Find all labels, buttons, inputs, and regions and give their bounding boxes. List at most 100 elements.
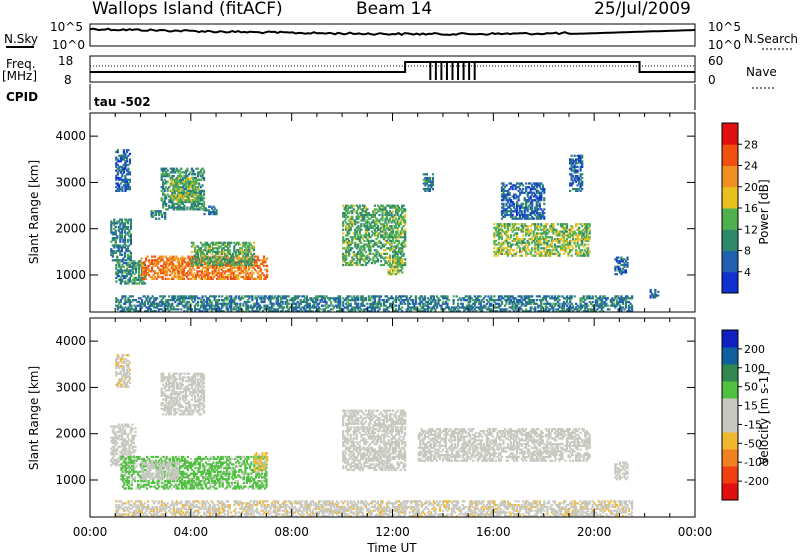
heat-cell xyxy=(125,267,128,270)
heat-cell xyxy=(395,223,398,226)
heat-cell xyxy=(575,158,578,161)
heat-cell xyxy=(173,189,176,192)
heat-cell xyxy=(389,225,392,228)
heat-cell xyxy=(236,241,239,244)
heat-cell xyxy=(398,269,401,272)
heat-cell xyxy=(160,186,163,189)
heat-cell xyxy=(535,189,538,192)
heat-cell xyxy=(425,304,428,307)
heat-cell xyxy=(216,308,219,311)
heat-cell xyxy=(115,265,118,268)
heat-cell xyxy=(578,228,581,231)
heat-cell xyxy=(544,232,547,235)
heat-cell xyxy=(207,270,210,273)
heat-cell xyxy=(178,176,181,180)
heat-cell xyxy=(342,232,345,235)
heat-cell xyxy=(401,215,404,218)
heat-cell xyxy=(614,267,617,270)
heat-cell xyxy=(245,249,248,252)
heat-cell xyxy=(398,241,401,244)
heat-cell xyxy=(271,302,274,305)
heat-cell xyxy=(531,212,534,215)
heat-cell xyxy=(193,275,196,279)
heat-cell xyxy=(245,310,248,313)
heat-cell xyxy=(405,308,408,311)
heat-cell xyxy=(169,262,172,266)
heat-cell xyxy=(122,310,125,313)
heat-cell xyxy=(118,262,121,265)
heat-cell xyxy=(115,169,118,172)
heat-cell xyxy=(172,257,175,260)
heat-cell xyxy=(209,243,212,246)
heat-cell xyxy=(505,184,508,187)
heat-cell xyxy=(310,299,313,302)
heat-cell xyxy=(255,259,258,262)
heat-cell xyxy=(292,308,295,311)
heat-cell xyxy=(387,228,390,231)
heat-cell xyxy=(420,306,423,309)
heat-cell xyxy=(540,182,543,185)
heat-cell xyxy=(170,266,173,269)
heat-cell xyxy=(372,304,375,307)
heat-cell xyxy=(224,254,227,257)
heat-cell xyxy=(385,295,389,298)
heat-cell xyxy=(525,213,528,217)
heat-cell xyxy=(506,243,510,246)
heat-cell xyxy=(198,184,201,187)
heat-cell xyxy=(327,306,330,309)
heat-cell xyxy=(570,254,573,257)
heat-cell xyxy=(349,260,352,263)
heat-cell xyxy=(414,295,417,298)
heat-cell xyxy=(531,204,534,207)
heat-cell xyxy=(431,184,434,187)
heat-cell xyxy=(123,235,126,238)
heat-cell xyxy=(351,260,354,263)
heat-cell xyxy=(511,204,514,207)
heat-cell xyxy=(274,308,277,311)
heat-cell xyxy=(187,173,190,176)
heat-cell xyxy=(296,310,299,313)
heat-cell xyxy=(558,232,561,235)
heat-cell xyxy=(239,299,242,302)
heat-cell xyxy=(519,191,522,194)
heat-cell xyxy=(308,304,311,307)
heat-cell xyxy=(127,163,130,167)
heat-cell xyxy=(187,277,190,280)
heat-cell xyxy=(339,295,342,298)
heat-cell xyxy=(500,186,504,189)
heat-cell xyxy=(360,241,363,244)
heat-cell xyxy=(218,310,221,313)
heat-cell xyxy=(115,189,118,192)
heat-cell xyxy=(234,263,237,267)
heat-cell xyxy=(367,228,370,231)
heat-cell xyxy=(213,304,216,307)
heat-cell xyxy=(184,193,187,196)
heat-cell xyxy=(173,268,176,271)
heat-cell xyxy=(561,239,564,242)
heat-cell xyxy=(575,223,578,226)
heat-cell xyxy=(240,250,243,254)
heat-cell xyxy=(367,239,370,242)
heat-cell xyxy=(163,189,166,192)
heat-cell xyxy=(175,304,178,307)
heat-cell xyxy=(414,306,417,309)
heat-cell xyxy=(360,254,363,257)
heat-cell xyxy=(202,304,206,307)
heat-cell xyxy=(239,249,242,252)
heat-cell xyxy=(535,239,538,242)
heat-cell xyxy=(184,297,187,300)
heat-cell xyxy=(237,254,240,257)
heat-cell xyxy=(325,302,328,305)
heat-cell xyxy=(246,245,249,248)
heat-cell xyxy=(331,304,334,307)
heat-cell xyxy=(390,302,393,305)
heat-cell xyxy=(251,299,254,302)
heat-cell xyxy=(118,160,121,163)
heat-cell xyxy=(293,297,296,300)
heat-cell xyxy=(172,266,175,269)
heat-cell xyxy=(174,308,177,311)
heat-cell xyxy=(298,310,301,313)
heat-cell xyxy=(401,306,404,309)
heat-cell xyxy=(176,270,179,273)
heat-cell xyxy=(210,264,213,267)
